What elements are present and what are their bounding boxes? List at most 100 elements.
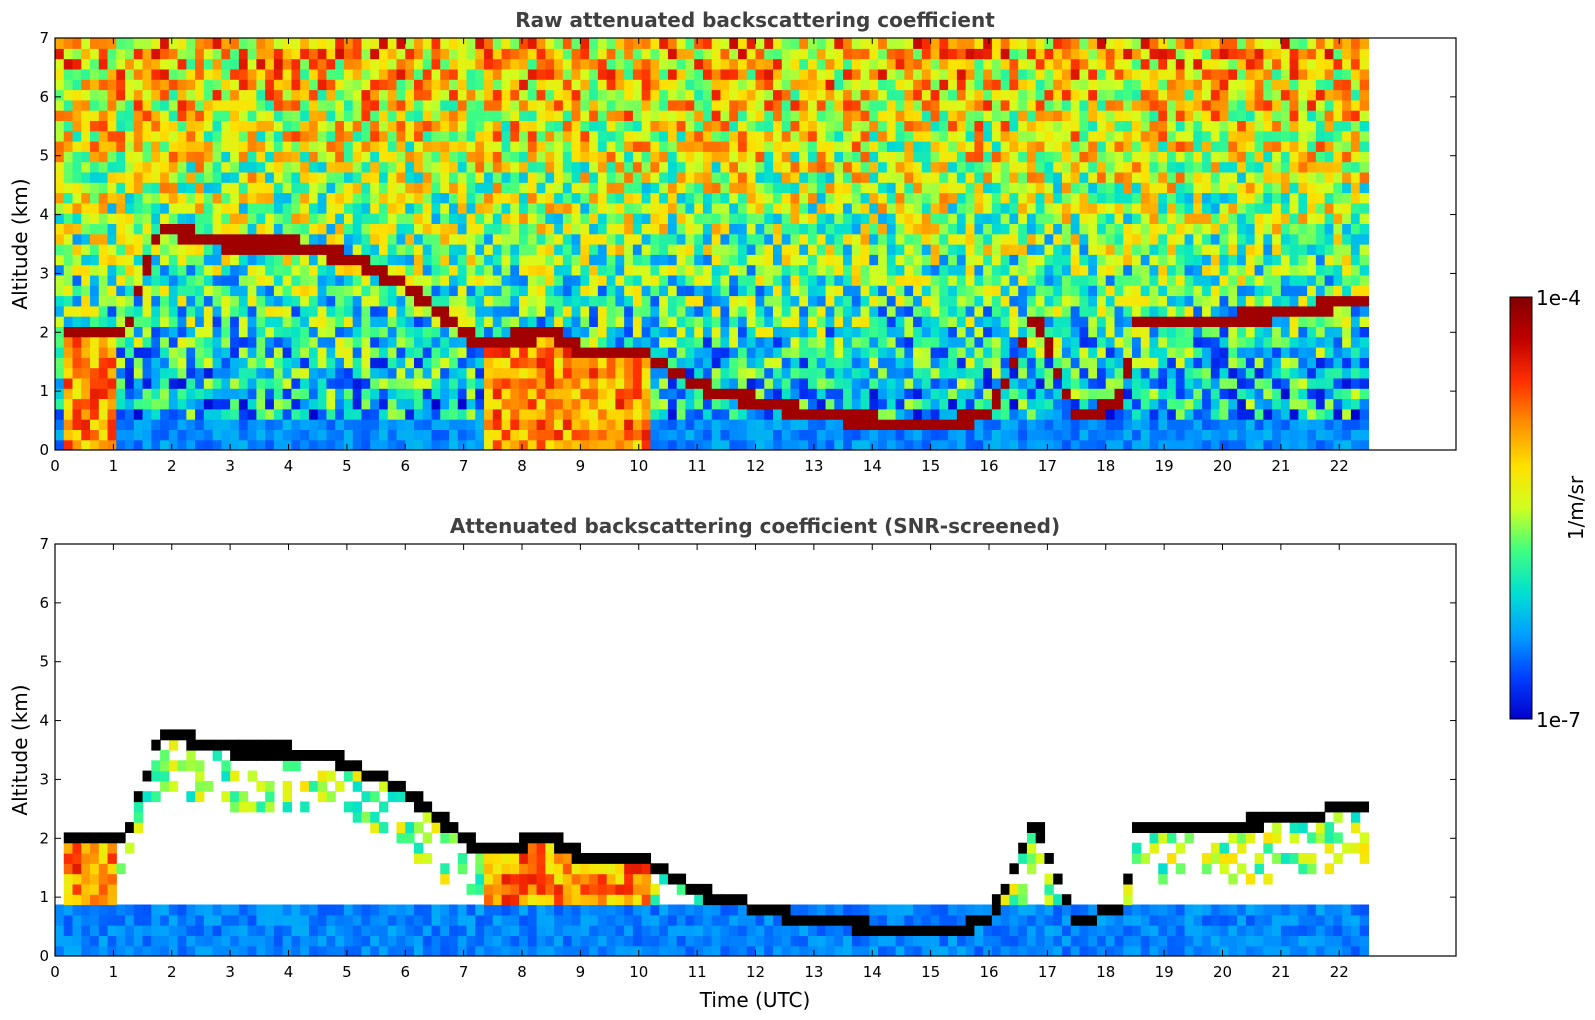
heatmap-cell [659,89,669,101]
heatmap-cell [55,151,65,163]
heatmap-cell [1061,79,1072,91]
heatmap-cell [90,419,100,430]
heatmap-cell [685,58,695,70]
heatmap-cell [755,38,765,49]
heatmap-cell [1132,120,1142,132]
heatmap-cell [195,388,205,400]
heatmap-cell [63,89,74,101]
heatmap-cell [1061,244,1072,255]
heatmap-cell [764,254,774,266]
heatmap-cell [545,233,555,245]
heatmap-cell [387,336,398,348]
heatmap-cell [1009,316,1019,327]
heatmap-cell [948,254,958,266]
heatmap-cell [361,408,371,420]
heatmap-cell [843,264,853,276]
heatmap-cell [773,419,783,430]
heatmap-cell [378,110,389,121]
heatmap-cell [326,233,336,245]
heatmap-cell [1035,68,1046,80]
heatmap-cell [457,295,468,307]
heatmap-cell [632,38,643,49]
heatmap-cell [457,192,468,204]
heatmap-cell [238,213,249,224]
heatmap-cell [387,274,398,286]
heatmap-cell [370,429,380,441]
heatmap-cell [1132,274,1142,286]
heatmap-cell [904,367,914,379]
heatmap-cell [799,192,809,204]
heatmap-cell [834,110,844,121]
heatmap-cell [571,223,581,235]
heatmap-cell [177,388,187,400]
heatmap-cell [1044,89,1054,101]
heatmap-cell [405,336,415,348]
heatmap-cell [55,429,65,441]
heatmap-cell [387,285,398,297]
heatmap-cell [1079,182,1089,194]
heatmap-cell [72,79,82,91]
heatmap-cell [273,429,284,441]
heatmap-cell [755,130,765,142]
heatmap-cell [484,244,494,255]
heatmap-cell [81,388,91,400]
heatmap-cell [151,141,161,152]
heatmap-cell [702,264,713,276]
heatmap-cell [1079,398,1089,410]
heatmap-cell [694,99,704,111]
heatmap-cell [484,305,494,317]
heatmap-cell [466,223,476,235]
heatmap-cell [308,285,319,297]
heatmap-cell [501,141,511,152]
heatmap-cell [974,192,984,204]
heatmap-cell [737,182,748,194]
heatmap-cell [55,295,65,307]
heatmap-cell [580,388,590,400]
heatmap-cell [186,316,196,327]
heatmap-cell [238,336,249,348]
heatmap-cell [484,316,494,327]
heatmap-cell [212,141,222,152]
heatmap-cell [116,38,126,49]
heatmap-cell [1105,120,1116,132]
heatmap-cell [90,120,100,132]
heatmap-cell [1114,130,1124,142]
heatmap-cell [886,120,897,132]
heatmap-cell [405,254,415,266]
heatmap-cell [405,223,415,235]
heatmap-cell [615,130,625,142]
heatmap-cell [1000,68,1011,80]
heatmap-cell [606,326,616,338]
heatmap-cell [685,316,695,327]
heatmap-cell [160,254,170,266]
heatmap-cell [886,347,897,358]
heatmap-cell [851,419,862,430]
heatmap-cell [81,130,91,142]
heatmap-cell [238,254,249,266]
heatmap-cell [212,233,222,245]
heatmap-cell [904,192,914,204]
heatmap-cell [878,151,888,163]
heatmap-cell [1096,429,1107,441]
heatmap-cell [361,285,371,297]
heatmap-cell [991,79,1002,91]
heatmap-cell [571,58,581,70]
heatmap-cell [921,79,932,91]
heatmap-cell [825,274,835,286]
heatmap-cell [1123,336,1133,348]
heatmap-cell [720,264,730,276]
heatmap-cell [291,419,301,430]
heatmap-cell [186,367,196,379]
heatmap-cell [317,274,328,286]
heatmap-cell [1114,213,1124,224]
heatmap-cell [1123,429,1133,441]
heatmap-cell [746,336,757,348]
heatmap-cell [440,398,450,410]
heatmap-cell [571,120,581,132]
heatmap-cell [702,285,713,297]
heatmap-cell [396,151,406,163]
heatmap-cell [300,171,310,183]
heatmap-cell [545,192,555,204]
heatmap-cell [457,151,468,163]
heatmap-cell [720,99,730,111]
